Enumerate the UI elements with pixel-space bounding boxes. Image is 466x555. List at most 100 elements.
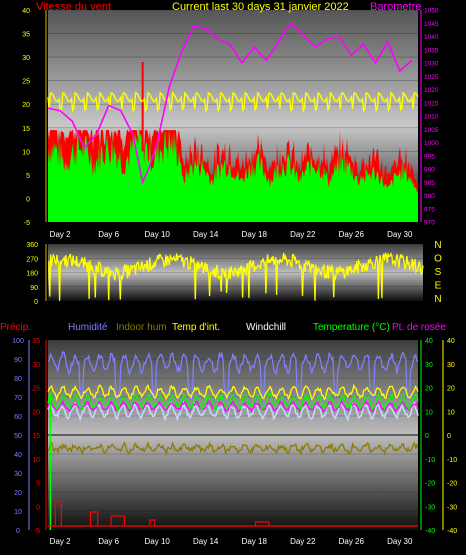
humidity-tick-label: 90	[14, 357, 22, 364]
humidity-tick-label: 20	[14, 490, 22, 497]
right-tick-label: 1025	[424, 74, 439, 81]
indoor-hum-series	[47, 440, 419, 456]
precip-tick-label: -5	[34, 528, 40, 535]
precip-tick-label: 5	[36, 481, 40, 488]
legend-item: Windchill	[246, 322, 286, 333]
right-tick-label: 1010	[424, 114, 439, 121]
temp-tick-label: 30	[425, 362, 433, 369]
panel2-left-ticks: 0 90 180 270 360	[26, 242, 38, 306]
right-tick-label: 995	[424, 153, 435, 160]
direction-tick-label: 90	[30, 285, 38, 292]
x-tick-label: Day 10	[145, 537, 171, 546]
temp2-tick-label: 30	[447, 362, 455, 369]
temp2-tick-label: 40	[447, 338, 455, 345]
x-tick-label: Day 22	[290, 230, 316, 239]
left-tick-label: 35	[22, 32, 30, 39]
precip-block	[54, 501, 62, 526]
humidity-tick-label: 40	[14, 452, 22, 459]
precip-tick-label: 15	[32, 433, 40, 440]
humidity-tick-label: 70	[14, 395, 22, 402]
precip-block	[254, 521, 270, 526]
right-tick-label: 980	[424, 193, 435, 200]
temperature-panel: 0102030405060708090100-505101520253035-4…	[0, 322, 457, 546]
temp2-tick-label: -30	[447, 504, 457, 511]
temperature-series	[47, 392, 419, 412]
temp-tick-label: 20	[425, 386, 433, 393]
left-tick-label: 15	[22, 126, 30, 133]
x-tick-label: Day 30	[387, 537, 413, 546]
left-tick-label: 5	[26, 173, 30, 180]
panel2-grid	[45, 243, 423, 302]
direction-label: O	[434, 254, 442, 265]
wind-direction-series	[47, 251, 424, 301]
precip-tick-label: 25	[32, 386, 40, 393]
temp-tick-label: -10	[425, 457, 435, 464]
x-tick-label: Day 22	[290, 537, 316, 546]
x-tick-label: Day 26	[339, 230, 365, 239]
left-tick-label: 0	[26, 196, 30, 203]
temp-tick-label: -40	[425, 528, 435, 535]
direction-label: S	[435, 267, 442, 278]
precip-block	[110, 515, 126, 526]
temp2-tick-label: 20	[447, 386, 455, 393]
legend-item: Indoor hum	[116, 322, 167, 333]
precip-tick-label: 0	[36, 504, 40, 511]
precip-tick-label: 10	[32, 457, 40, 464]
temp-tick-label: -20	[425, 481, 435, 488]
x-tick-label: Day 14	[193, 230, 219, 239]
panel3-x-ticks: Day 2 Day 6 Day 10 Day 14 Day 18 Day 22 Day 26…	[50, 537, 413, 546]
humidity-tick-label: 80	[14, 376, 22, 383]
humidity-tick-label: 30	[14, 471, 22, 478]
chart-title: Current last 30 days 31 janvier 2022	[172, 1, 349, 13]
x-tick-label: Day 14	[193, 537, 219, 546]
left-tick-label: 25	[22, 79, 30, 86]
right-tick-label: 1045	[424, 21, 439, 28]
panel3-series	[47, 351, 419, 530]
barometer-axis-label: Barometre	[370, 1, 421, 13]
right-tick-label: 1015	[424, 100, 439, 107]
temp2-tick-label: 0	[447, 433, 451, 440]
humidity-series	[47, 351, 419, 404]
wind-axis-label: Vitesse du vent	[36, 1, 111, 13]
temp-tick-label: 40	[425, 338, 433, 345]
right-tick-label: 985	[424, 180, 435, 187]
x-tick-label: Day 2	[50, 537, 71, 546]
temp-tick-label: -30	[425, 504, 435, 511]
direction-tick-label: 270	[26, 256, 38, 263]
temp2-tick-label: -20	[447, 481, 457, 488]
x-tick-label: Day 26	[339, 537, 365, 546]
direction-tick-label: 180	[26, 271, 38, 278]
right-tick-label: 1030	[424, 61, 439, 68]
precip-block	[89, 511, 99, 526]
barometer-series	[47, 22, 413, 185]
precip-tick-label: 30	[32, 362, 40, 369]
direction-label: E	[435, 281, 442, 292]
left-tick-label: 20	[22, 102, 30, 109]
right-tick-label: 1050	[424, 8, 439, 15]
left-tick-label: -5	[24, 220, 30, 227]
right-tick-label: 1000	[424, 140, 439, 147]
panel1-left-ticks: -5 0 5 10 15 20 25 30 35 40	[22, 8, 30, 227]
x-tick-label: Day 18	[242, 230, 268, 239]
humidity-tick-label: 50	[14, 433, 22, 440]
precip-tick-label: 20	[32, 409, 40, 416]
precip-tick-label: 35	[32, 338, 40, 345]
x-tick-label: Day 2	[50, 230, 71, 239]
legend-item: Précip.	[0, 322, 31, 333]
humidity-tick-label: 100	[12, 338, 24, 345]
panel2-series	[47, 251, 424, 301]
average-wind-series	[48, 123, 418, 222]
panel1-right-ticks: 970 975 980 985 990 995 1000 1005 1010 1015 1020 10…	[424, 8, 439, 227]
right-tick-label: 975	[424, 206, 435, 213]
direction-tick-label: 360	[26, 242, 38, 249]
humidity-tick-label: 0	[16, 528, 20, 535]
right-tick-label: 1020	[424, 87, 439, 94]
x-tick-label: Day 10	[145, 230, 171, 239]
right-tick-label: 1040	[424, 34, 439, 41]
x-tick-label: Day 30	[387, 230, 413, 239]
right-tick-label: 990	[424, 167, 435, 174]
left-tick-label: 30	[22, 55, 30, 62]
panel3-legend: Précip. Humidité Indoor hum Temp d'int. Wind…	[0, 322, 446, 333]
